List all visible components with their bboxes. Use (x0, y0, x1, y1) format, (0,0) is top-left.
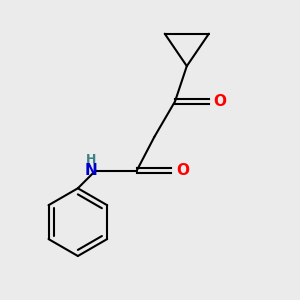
Text: N: N (84, 163, 97, 178)
Text: O: O (176, 163, 190, 178)
Text: O: O (213, 94, 226, 109)
Text: H: H (86, 153, 96, 166)
